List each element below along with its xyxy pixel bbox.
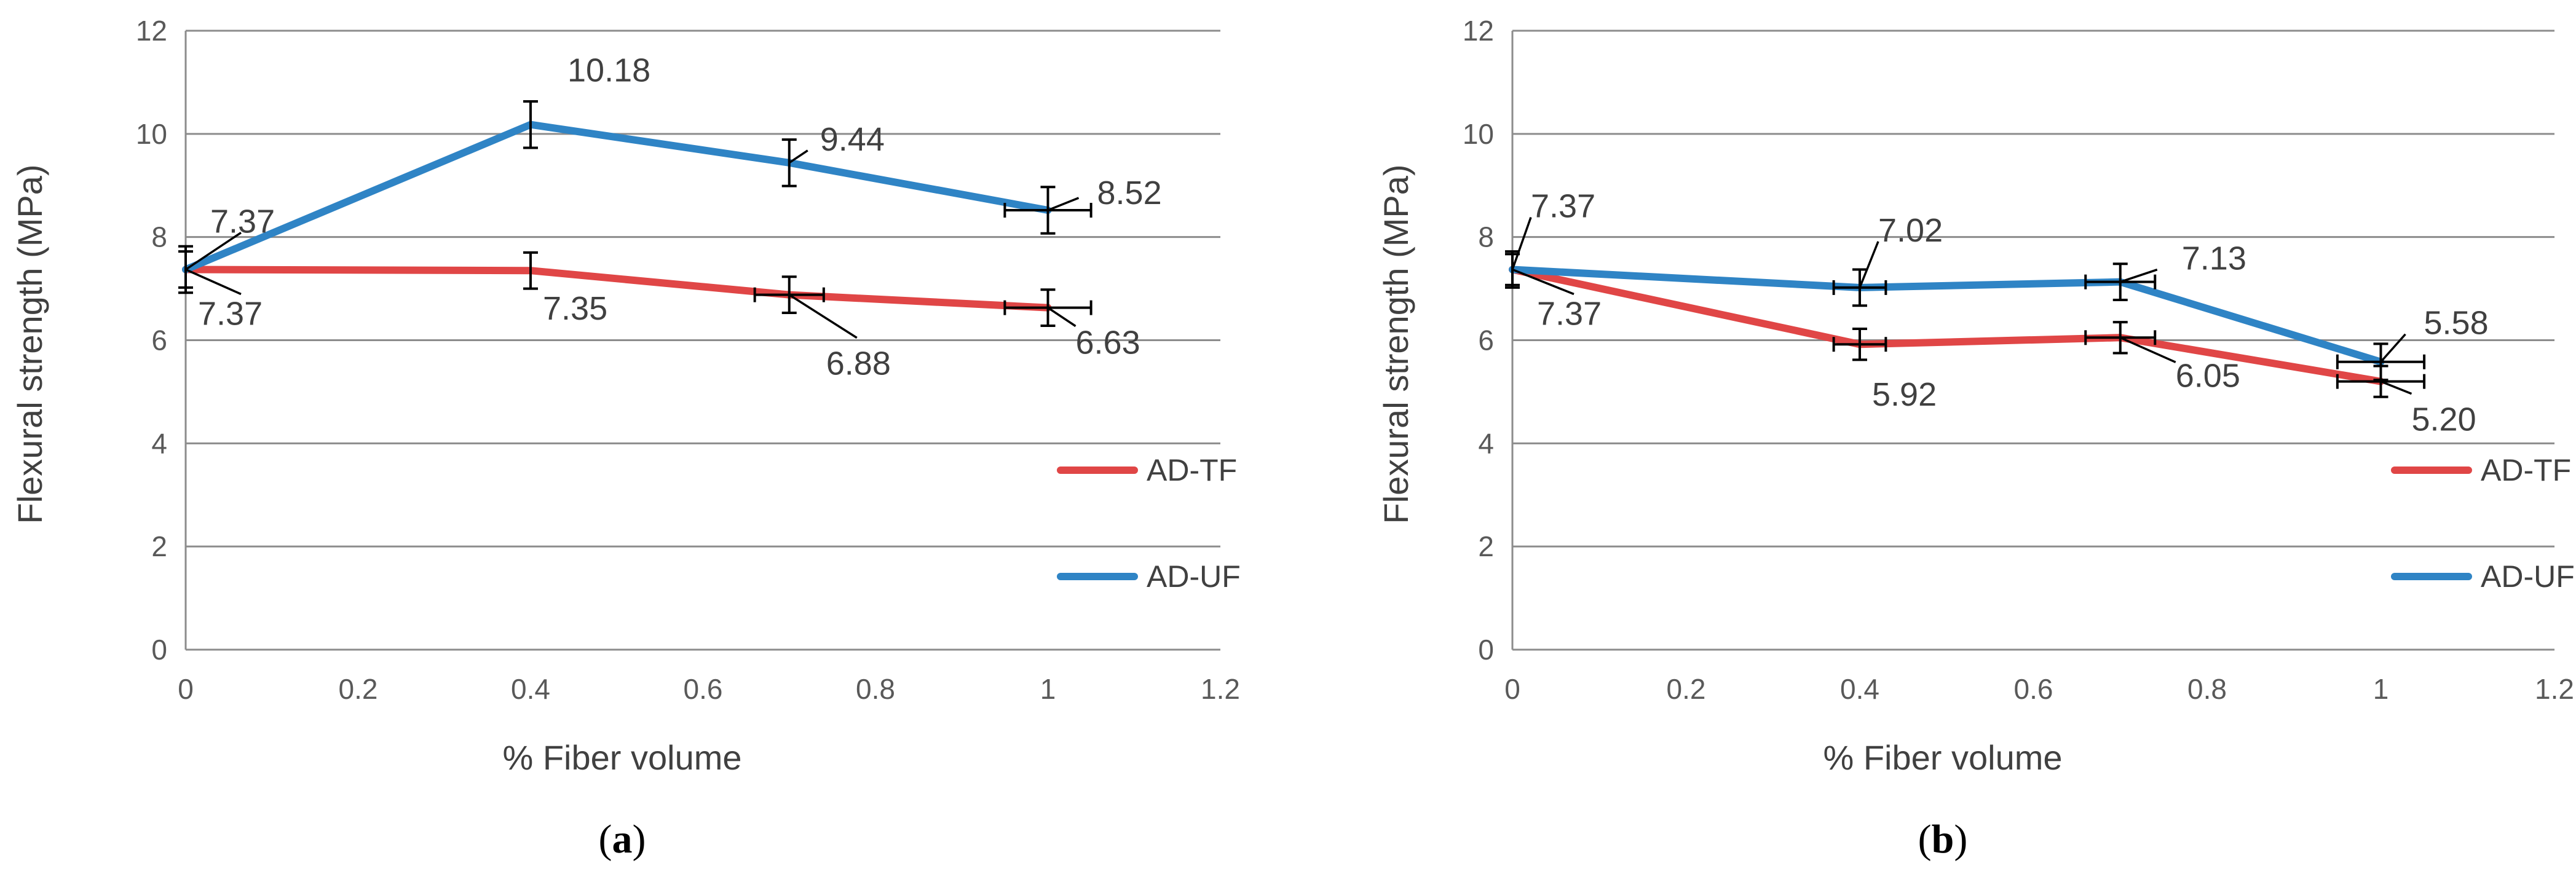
chart-a-x-tick-label: 0.2 [339, 673, 378, 705]
chart-b-y-axis-title: Flexural strength (MPa) [1377, 164, 1415, 524]
chart-b-label-leader [2380, 333, 2406, 363]
chart-a-y-ticks: 0 2 4 6 8 10 12 [136, 15, 167, 666]
chart-a-legend: AD-TF AD-UF [1057, 453, 1241, 594]
chart-a-x-tick-label: 0.4 [511, 673, 550, 705]
chart-b-data-label-ad-uf: 7.02 [1878, 212, 1943, 249]
chart-b-x-tick-label: 0.4 [1840, 673, 1879, 705]
chart-b-y-tick-label: 6 [1478, 325, 1494, 356]
chart-a-x-tick-label: 0.8 [856, 673, 895, 705]
chart-b: 0 2 4 6 8 10 12 0 0.2 0.4 0.6 0.8 1 1.2 7.37 5.92 6.05… [1377, 15, 2575, 862]
chart-b-y-tick-label: 12 [1463, 15, 1494, 47]
chart-a-data-label-ad-uf: 9.44 [820, 121, 885, 158]
chart-a-legend-label-ad-tf: AD-TF [1147, 453, 1237, 487]
chart-b-x-tick-label: 0.2 [1667, 673, 1706, 705]
chart-a-y-tick-label: 6 [151, 325, 167, 356]
chart-a-caption-letter: a [612, 817, 633, 862]
chart-a-data-label-ad-tf: 7.35 [543, 290, 607, 327]
chart-a-y-tick-label: 10 [136, 118, 167, 150]
chart-b-x-tick-label: 0.8 [2187, 673, 2227, 705]
chart-a: 0 2 4 6 8 10 12 0 0.2 0.4 0.6 0.8 1 1.2 7.37 7.35 6.88… [10, 15, 1241, 862]
chart-a-x-ticks: 0 0.2 0.4 0.6 0.8 1 1.2 [178, 673, 1240, 705]
chart-b-error-bar-ad-uf [2084, 262, 2157, 302]
chart-b-label-leader [2120, 336, 2176, 363]
chart-a-y-axis-title: Flexural strength (MPa) [10, 164, 49, 524]
chart-a-label-leader [1047, 307, 1077, 328]
chart-b-series-line-ad-tf [1509, 266, 2385, 385]
chart-b-label-leader [1859, 241, 1879, 288]
chart-a-label-leader [788, 149, 808, 164]
chart-b-y-tick-label: 10 [1463, 118, 1494, 150]
chart-b-series [1509, 266, 2385, 385]
chart-a-data-label-ad-tf: 6.88 [826, 345, 891, 382]
chart-a-y-tick-label: 0 [151, 634, 167, 666]
chart-b-caption: (b) [1918, 817, 1968, 862]
chart-b-x-tick-label: 0.6 [2014, 673, 2053, 705]
chart-b-x-tick-label: 0 [1504, 673, 1520, 705]
chart-b-x-tick-label: 1 [2373, 673, 2389, 705]
chart-b-x-ticks: 0 0.2 0.4 0.6 0.8 1 1.2 [1504, 673, 2574, 705]
chart-a-data-label-ad-uf: 7.37 [210, 203, 275, 240]
chart-b-x-axis-title: % Fiber volume [1823, 738, 2062, 777]
chart-b-caption-letter: b [1932, 817, 1954, 862]
chart-a-y-tick-label: 2 [151, 530, 167, 562]
chart-a-x-tick-label: 0.6 [684, 673, 723, 705]
chart-b-data-label-ad-uf: 7.37 [1531, 188, 1595, 225]
chart-a-error-bar-ad-tf [523, 251, 538, 290]
chart-a-y-tick-label: 4 [151, 427, 167, 459]
chart-a-caption: (a) [599, 817, 646, 862]
chart-b-error-bar-ad-tf [1832, 328, 1887, 361]
chart-b-y-tick-label: 2 [1478, 530, 1494, 562]
chart-b-data-label-ad-tf: 5.92 [1872, 376, 1937, 413]
chart-b-data-label-ad-tf: 5.20 [2412, 401, 2476, 438]
chart-a-data-label-ad-tf: 7.37 [198, 296, 263, 333]
chart-a-series-line-ad-uf [182, 120, 1052, 274]
chart-a-x-tick-label: 1 [1040, 673, 1056, 705]
chart-b-label-leader [1511, 216, 1532, 270]
chart-b-data-label-ad-uf: 7.13 [2182, 240, 2246, 277]
chart-b-data-label-ad-tf: 6.05 [2176, 357, 2240, 394]
chart-b-x-tick-label: 1.2 [2535, 673, 2574, 705]
chart-a-data-label-ad-uf: 10.18 [567, 52, 650, 89]
chart-a-label-leader [185, 232, 242, 270]
chart-b-data-label-ad-uf: 5.58 [2424, 305, 2489, 342]
chart-a-y-tick-label: 8 [151, 221, 167, 253]
chart-b-label-leader [2120, 269, 2158, 283]
chart-a-data-labels: 7.37 7.35 6.88 6.63 7.37 10.18 9.44 8.52 [185, 52, 1162, 382]
chart-a-data-label-ad-uf: 8.52 [1097, 175, 1162, 211]
chart-b-label-leader [1512, 268, 1574, 296]
chart-b-data-labels: 7.37 5.92 6.05 5.20 7.37 7.02 7.13 5.58 [1511, 188, 2489, 438]
chart-b-error-bar-ad-uf [1832, 268, 1887, 307]
chart-a-x-tick-label: 1.2 [1201, 673, 1240, 705]
chart-b-legend: AD-TF AD-UF [2391, 453, 2575, 594]
chart-a-data-label-ad-tf: 6.63 [1076, 325, 1140, 361]
chart-a-gridlines [186, 30, 1220, 651]
chart-b-series-line-ad-uf [1509, 266, 2385, 366]
chart-b-y-ticks: 0 2 4 6 8 10 12 [1463, 15, 1494, 666]
chart-b-legend-label-ad-uf: AD-UF [2481, 559, 2575, 594]
chart-a-x-tick-label: 0 [178, 673, 194, 705]
chart-a-label-leader [1047, 197, 1080, 211]
chart-b-y-tick-label: 8 [1478, 221, 1494, 253]
chart-a-label-leader [788, 294, 858, 339]
chart-a-error-bar-ad-uf [523, 100, 538, 149]
chart-a-series [182, 120, 1052, 312]
chart-a-label-leader [185, 268, 242, 296]
chart-b-y-tick-label: 4 [1478, 427, 1494, 459]
chart-a-y-tick-label: 12 [136, 15, 167, 47]
chart-a-x-axis-title: % Fiber volume [502, 738, 741, 777]
chart-b-data-label-ad-tf: 7.37 [1537, 296, 1602, 333]
chart-b-legend-label-ad-tf: AD-TF [2481, 453, 2571, 487]
chart-a-legend-label-ad-uf: AD-UF [1147, 559, 1241, 594]
chart-b-label-leader [2380, 380, 2412, 395]
chart-b-y-tick-label: 0 [1478, 634, 1494, 666]
chart-a-series-line-ad-tf [182, 266, 1052, 312]
